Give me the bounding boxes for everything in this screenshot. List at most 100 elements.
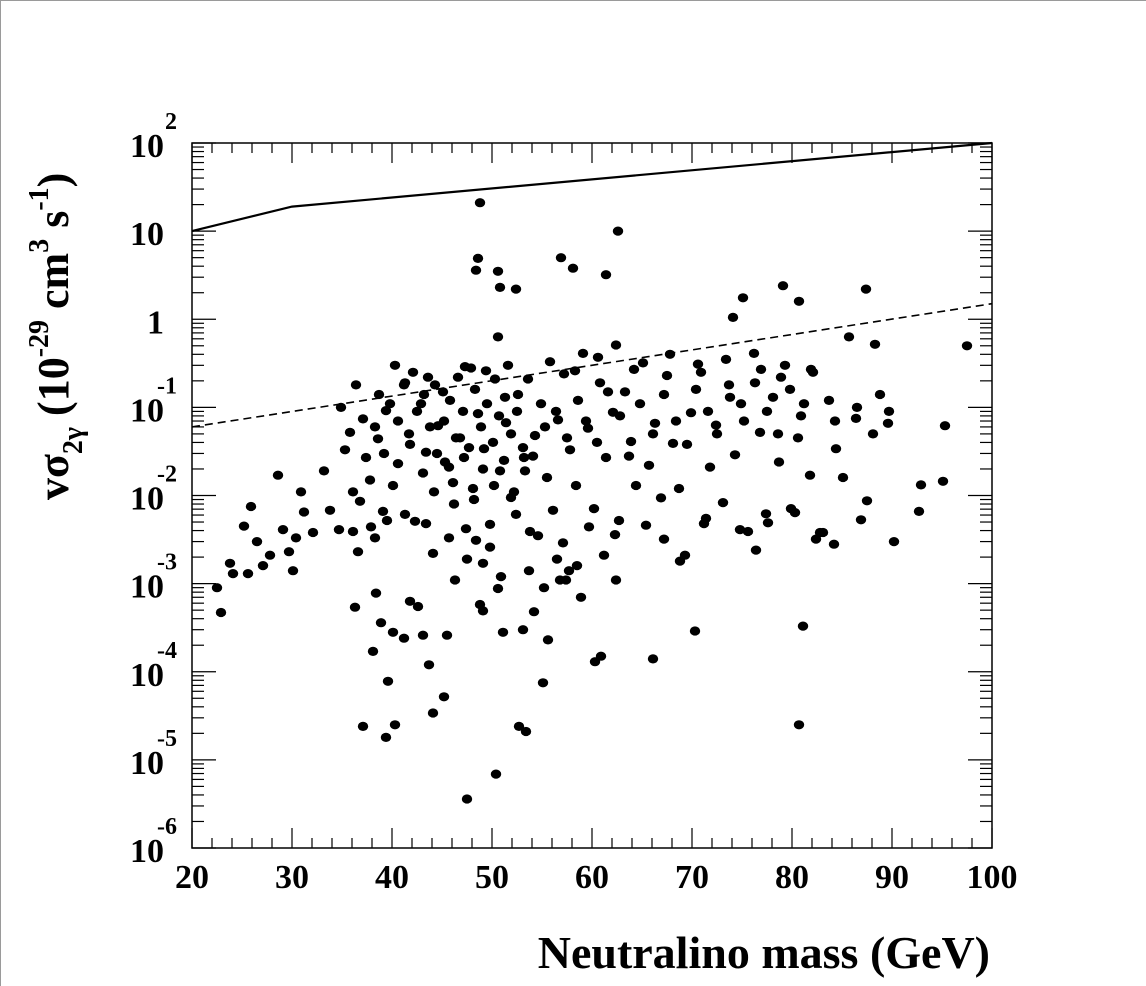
- data-point: [600, 452, 612, 463]
- data-point: [939, 421, 951, 431]
- data-point: [242, 569, 254, 579]
- data-point: [797, 621, 809, 631]
- data-point: [830, 444, 842, 454]
- data-point: [823, 395, 835, 405]
- data-point: [814, 527, 826, 538]
- data-point: [729, 450, 741, 460]
- x-tick-label: 30: [275, 859, 309, 896]
- data-point: [245, 501, 257, 512]
- data-point: [592, 352, 604, 362]
- data-point: [519, 466, 531, 476]
- data-point: [661, 370, 673, 381]
- y-tick-exponent: -5: [157, 726, 177, 752]
- data-point: [541, 472, 553, 483]
- data-point: [550, 406, 562, 416]
- data-point: [357, 721, 369, 732]
- data-point: [493, 411, 505, 421]
- data-point: [461, 794, 473, 804]
- y-tick-label: 10: [130, 216, 164, 253]
- data-point: [420, 519, 432, 529]
- data-point: [538, 583, 550, 593]
- data-point: [472, 409, 484, 419]
- y-tick-label: 10: [130, 657, 164, 694]
- data-point: [307, 527, 319, 538]
- data-point: [861, 496, 873, 506]
- data-point: [443, 533, 455, 543]
- data-point: [257, 561, 269, 571]
- data-point: [369, 533, 381, 543]
- data-point: [272, 470, 284, 480]
- data-point: [389, 360, 401, 370]
- data-point: [619, 387, 631, 397]
- data-point: [409, 516, 421, 526]
- data-point: [335, 402, 347, 412]
- data-point: [915, 480, 927, 490]
- data-point: [357, 414, 369, 424]
- data-point: [882, 418, 894, 428]
- data-point: [643, 460, 655, 470]
- data-point: [339, 445, 351, 455]
- y-tick-label: 10: [130, 128, 164, 165]
- data-point: [481, 399, 493, 409]
- data-point: [784, 384, 796, 394]
- data-point: [628, 364, 640, 374]
- data-point: [449, 575, 461, 585]
- data-point: [561, 433, 573, 443]
- data-point: [789, 507, 801, 518]
- data-point: [387, 480, 399, 491]
- data-point: [613, 515, 625, 526]
- data-point: [505, 429, 517, 439]
- data-point: [264, 550, 276, 560]
- data-point: [552, 415, 564, 425]
- data-point: [465, 363, 477, 373]
- data-point: [452, 372, 464, 382]
- data-point: [754, 427, 766, 437]
- data-point: [851, 402, 863, 412]
- y-tick-label: 10: [130, 833, 164, 870]
- data-point: [558, 369, 570, 379]
- data-point: [804, 470, 816, 480]
- data-point: [392, 416, 404, 426]
- data-point: [448, 499, 460, 509]
- data-point: [737, 293, 749, 303]
- y-tick-label: 1: [147, 304, 164, 341]
- data-point: [937, 476, 949, 486]
- data-point: [588, 504, 600, 514]
- data-point: [324, 505, 336, 515]
- data-point: [537, 678, 549, 688]
- data-point: [630, 480, 642, 491]
- data-points: [211, 198, 973, 804]
- data-point: [487, 437, 499, 447]
- data-point: [290, 533, 302, 543]
- data-point: [477, 558, 489, 568]
- axis-ticks: [191, 142, 993, 849]
- data-point: [961, 341, 973, 351]
- data-point: [437, 387, 449, 397]
- data-point: [772, 429, 784, 439]
- data-point: [647, 654, 659, 664]
- data-point: [860, 284, 872, 294]
- data-point: [529, 430, 541, 441]
- data-point: [602, 387, 614, 397]
- data-point: [560, 575, 572, 585]
- data-point: [623, 451, 635, 461]
- data-point: [518, 452, 530, 463]
- data-point: [477, 464, 489, 474]
- data-point: [478, 444, 490, 454]
- data-point: [492, 266, 504, 276]
- data-point: [431, 448, 443, 459]
- data-point: [792, 433, 804, 443]
- data-point: [640, 520, 652, 530]
- data-point: [398, 633, 410, 643]
- data-point: [674, 556, 686, 566]
- data-point: [867, 429, 879, 439]
- data-point: [349, 602, 361, 612]
- data-point: [700, 513, 712, 524]
- solid-limit-line: [191, 141, 993, 233]
- data-point: [843, 332, 855, 342]
- data-point: [742, 526, 754, 537]
- data-point: [735, 399, 747, 409]
- data-point: [874, 389, 886, 400]
- data-point: [475, 422, 487, 432]
- data-point: [704, 462, 716, 472]
